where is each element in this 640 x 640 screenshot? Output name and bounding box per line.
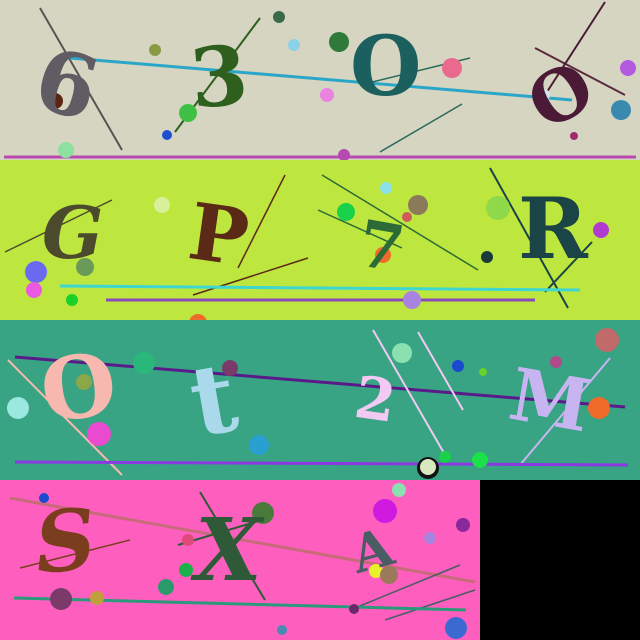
row-4-char-3: A: [344, 516, 400, 586]
row-2-noise: G P 7 R: [4, 167, 609, 320]
row-4-char-2: X: [190, 500, 265, 601]
row-2-char-1: G: [42, 190, 104, 275]
row-1-char-1: 6: [25, 28, 109, 141]
row-1-noise: 6 3 O O: [4, 1, 636, 160]
row-3-char-2: t: [182, 340, 245, 459]
captcha-row-4: S X A: [0, 480, 480, 640]
row-1-char-4: O: [514, 44, 608, 146]
captcha-row-2: G P 7 R: [0, 160, 640, 320]
row-1-char-2: 3: [187, 27, 252, 128]
row-2-char-2: P: [183, 186, 254, 284]
row-3-noise: O t 2 M: [7, 328, 629, 479]
row-4-noise: S X A: [9, 483, 476, 639]
row-2-char-4: R: [518, 179, 589, 278]
row-3-char-4: M: [504, 351, 597, 449]
captcha-row-3: O t 2 M: [0, 320, 640, 480]
row-1-char-3: O: [350, 19, 421, 115]
captcha-row-1: 6 3 O O: [0, 0, 640, 160]
row-4-char-1: S: [31, 489, 100, 593]
row-2-char-3: 7: [352, 206, 409, 288]
row-3-char-3: 2: [351, 363, 400, 436]
empty-corner: [480, 480, 640, 640]
row-3-char-1: O: [34, 333, 122, 443]
